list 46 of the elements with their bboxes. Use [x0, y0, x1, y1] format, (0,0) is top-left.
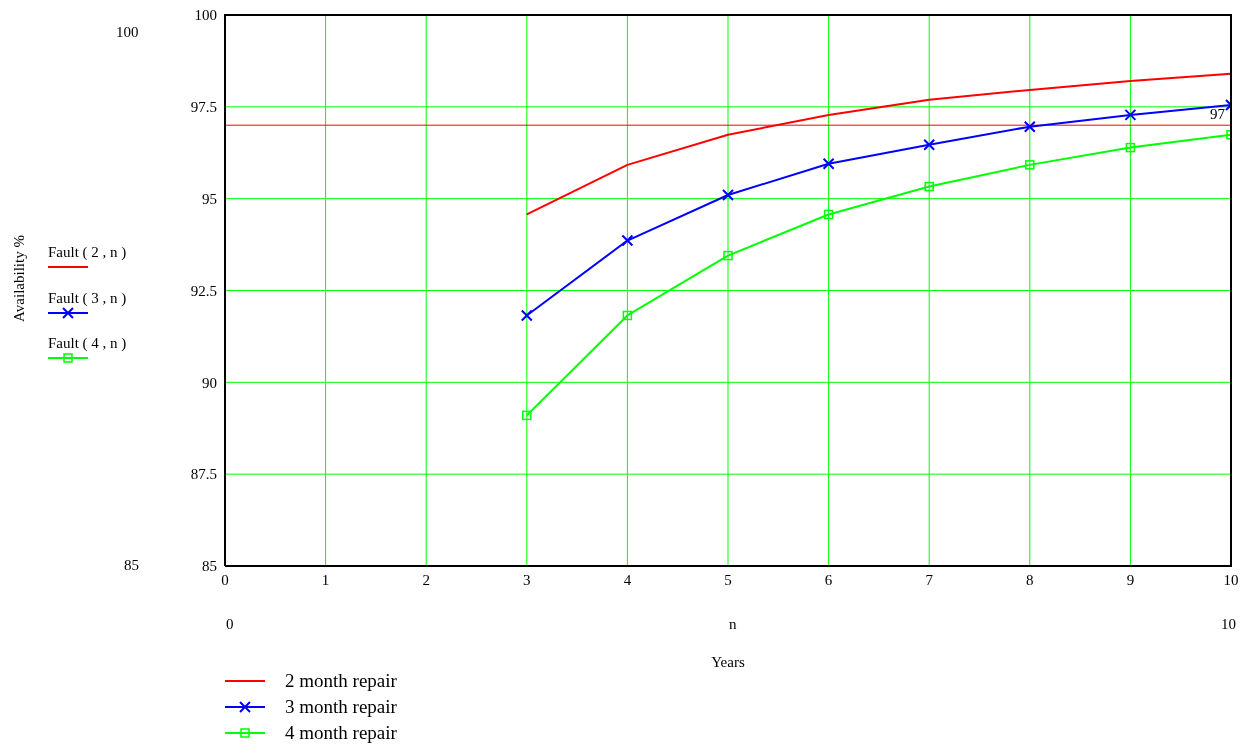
point: [723, 250, 733, 261]
x-tick-label: 8: [1026, 571, 1034, 588]
y-tick-label: 100: [194, 7, 217, 24]
text: Fault ( 4 , n ): [48, 335, 127, 351]
point: [823, 209, 834, 220]
x-tick-label: 1: [321, 571, 330, 588]
point: [621, 234, 634, 247]
point: [622, 310, 633, 321]
point: [722, 188, 734, 201]
x-tick-label: 0: [221, 571, 229, 588]
x-tick-label: 4: [623, 571, 632, 588]
text: 0: [226, 616, 234, 632]
y-tick-label: 92.5: [190, 282, 217, 299]
text: Availability %: [10, 235, 27, 322]
x-tick-label: 10: [1223, 571, 1239, 588]
x-tick-label: 6: [824, 571, 833, 588]
point: [522, 410, 532, 421]
ref-line-label: 97: [1210, 106, 1226, 123]
y-tick-label: 97.5: [190, 99, 217, 116]
y-tick-label: 95: [202, 190, 217, 207]
point: [520, 309, 533, 322]
legend-label: 4 month repair: [285, 722, 397, 744]
text: n: [729, 616, 737, 632]
point: [1023, 120, 1036, 133]
point: [924, 181, 934, 192]
text: Fault ( 3 , n ): [48, 290, 127, 306]
point: [822, 157, 835, 170]
point: [923, 138, 936, 151]
point: [1125, 142, 1136, 153]
point: [1025, 160, 1035, 170]
text: 10: [1221, 616, 1236, 632]
legend-label: 3 month repair: [285, 696, 397, 718]
text: Fault ( 2 , n ): [48, 244, 127, 260]
x-axis-title: Years: [711, 653, 745, 670]
text: 100: [116, 24, 139, 40]
legend-label: 2 month repair: [285, 670, 397, 692]
x-tick-label: 3: [523, 571, 531, 588]
x-tick-label: 7: [925, 571, 934, 588]
y-tick-label: 85: [202, 558, 217, 575]
x-tick-label: 2: [422, 571, 430, 588]
text: 85: [124, 557, 139, 573]
y-tick-label: 87.5: [190, 466, 217, 483]
y-tick-label: 90: [202, 374, 217, 391]
x-tick-label: 9: [1126, 571, 1135, 588]
x-tick-label: 5: [724, 571, 732, 588]
point: [1124, 108, 1137, 121]
